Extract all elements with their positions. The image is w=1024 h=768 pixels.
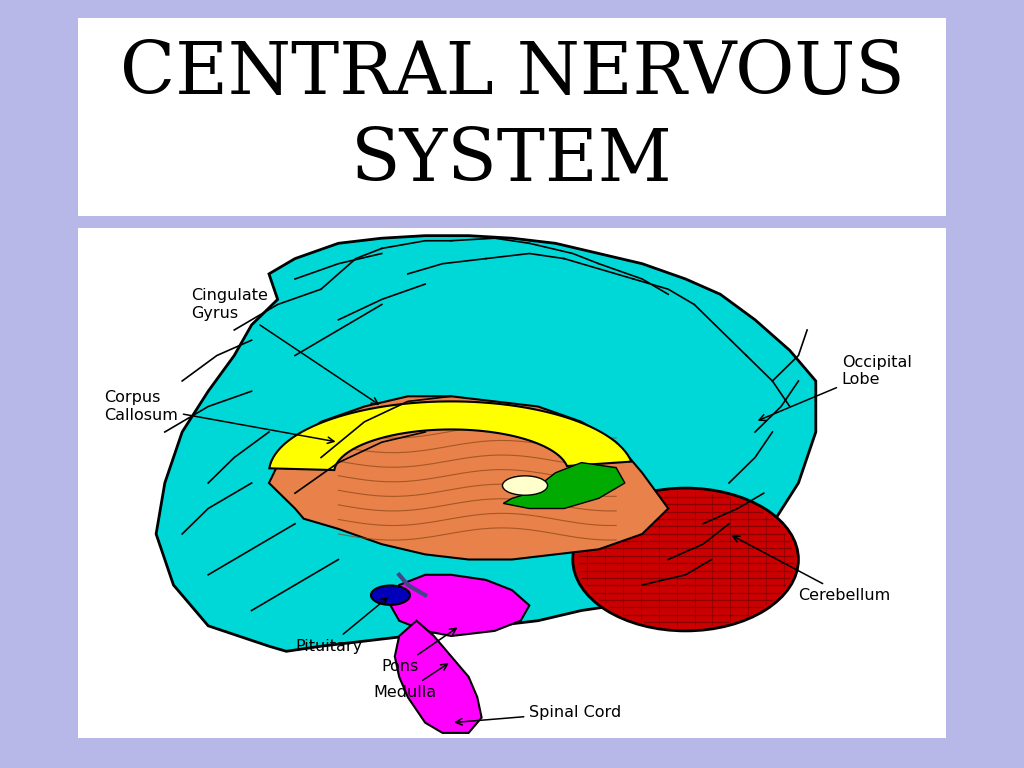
Polygon shape: [504, 462, 625, 508]
Polygon shape: [269, 396, 669, 560]
Ellipse shape: [371, 585, 410, 605]
Text: Spinal Cord: Spinal Cord: [456, 705, 622, 725]
Text: Occipital
Lobe: Occipital Lobe: [759, 355, 911, 421]
Text: CENTRAL NERVOUS
SYSTEM: CENTRAL NERVOUS SYSTEM: [120, 38, 904, 196]
Text: Medulla: Medulla: [373, 664, 447, 700]
Text: Pons: Pons: [382, 628, 457, 674]
Polygon shape: [395, 621, 481, 733]
Ellipse shape: [572, 488, 799, 631]
Text: Pituitary: Pituitary: [295, 598, 387, 654]
Polygon shape: [269, 402, 631, 470]
Text: Cingulate
Gyrus: Cingulate Gyrus: [190, 288, 378, 404]
FancyBboxPatch shape: [78, 228, 946, 738]
Text: Cerebellum: Cerebellum: [733, 536, 891, 603]
Polygon shape: [156, 236, 816, 651]
Ellipse shape: [503, 476, 548, 495]
Polygon shape: [390, 574, 529, 636]
Text: Corpus
Callosum: Corpus Callosum: [104, 390, 334, 443]
FancyBboxPatch shape: [78, 18, 946, 216]
